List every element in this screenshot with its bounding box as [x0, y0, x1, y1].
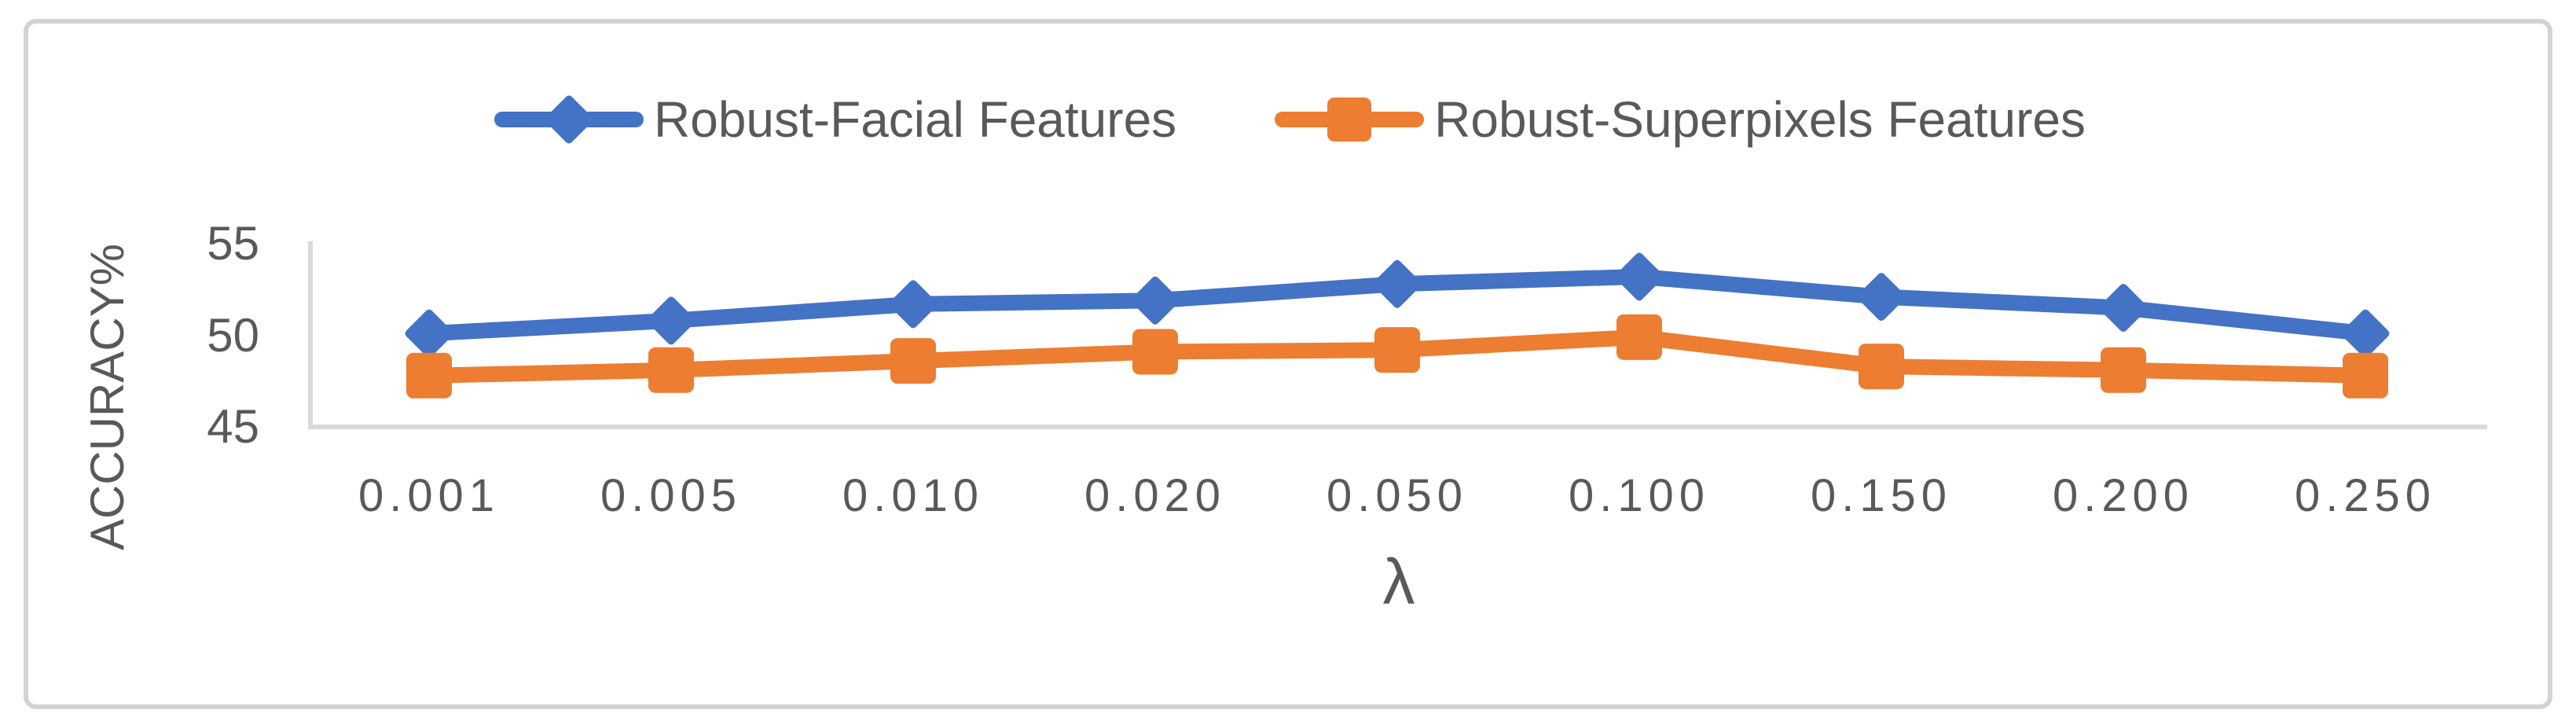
- x-tick-label: 0.050: [1327, 470, 1468, 521]
- x-tick-label: 0.150: [1811, 470, 1952, 521]
- x-tick-label: 0.005: [600, 470, 742, 521]
- x-tick-label: 0.100: [1569, 470, 1710, 521]
- series-0-diamond-marker: [1615, 252, 1664, 301]
- series-1-square-marker: [2343, 352, 2388, 399]
- legend-item-robust-facial: Robust-Facial Features: [490, 88, 1176, 151]
- series-1-square-marker: [890, 338, 936, 384]
- legend-item-robust-superpixels: Robust-Superpixels Features: [1271, 88, 2086, 151]
- y-tick-label: 45: [207, 400, 259, 453]
- series-0-diamond-marker: [405, 309, 453, 358]
- legend-label-robust-superpixels: Robust-Superpixels Features: [1434, 91, 2086, 148]
- series-1-square-marker: [1374, 327, 1420, 373]
- x-axis-title: λ: [1382, 546, 1415, 618]
- series-1-square-marker: [2101, 347, 2146, 393]
- series-0-diamond-marker: [647, 296, 695, 345]
- x-tick-label: 0.010: [842, 470, 984, 521]
- series-1-square-marker: [1859, 344, 1904, 390]
- y-tick-label: 55: [207, 217, 259, 270]
- legend-square-marker-icon: [1271, 88, 1428, 151]
- series-1-square-marker: [406, 352, 452, 399]
- series-1-square-marker: [1616, 314, 1662, 360]
- legend-diamond-marker-icon: [490, 88, 648, 151]
- x-tick-label: 0.250: [2295, 470, 2436, 521]
- x-tick-label: 0.200: [2053, 470, 2194, 521]
- series-0-diamond-marker: [2341, 309, 2390, 358]
- y-tick-label: 50: [207, 308, 259, 362]
- series-1-square-marker: [648, 347, 694, 393]
- series-0-diamond-marker: [1857, 273, 1906, 322]
- legend: Robust-Facial Features Robust-Superpixel…: [0, 88, 2576, 151]
- series-0-diamond-marker: [1373, 259, 1422, 308]
- x-tick-label: 0.001: [358, 470, 500, 521]
- series-0-diamond-marker: [889, 280, 938, 329]
- series-1-square-marker: [1132, 329, 1178, 375]
- series-0-diamond-marker: [1131, 276, 1180, 325]
- series-0-diamond-marker: [2099, 284, 2148, 333]
- x-tick-label: 0.020: [1084, 470, 1226, 521]
- legend-label-robust-facial: Robust-Facial Features: [654, 91, 1177, 148]
